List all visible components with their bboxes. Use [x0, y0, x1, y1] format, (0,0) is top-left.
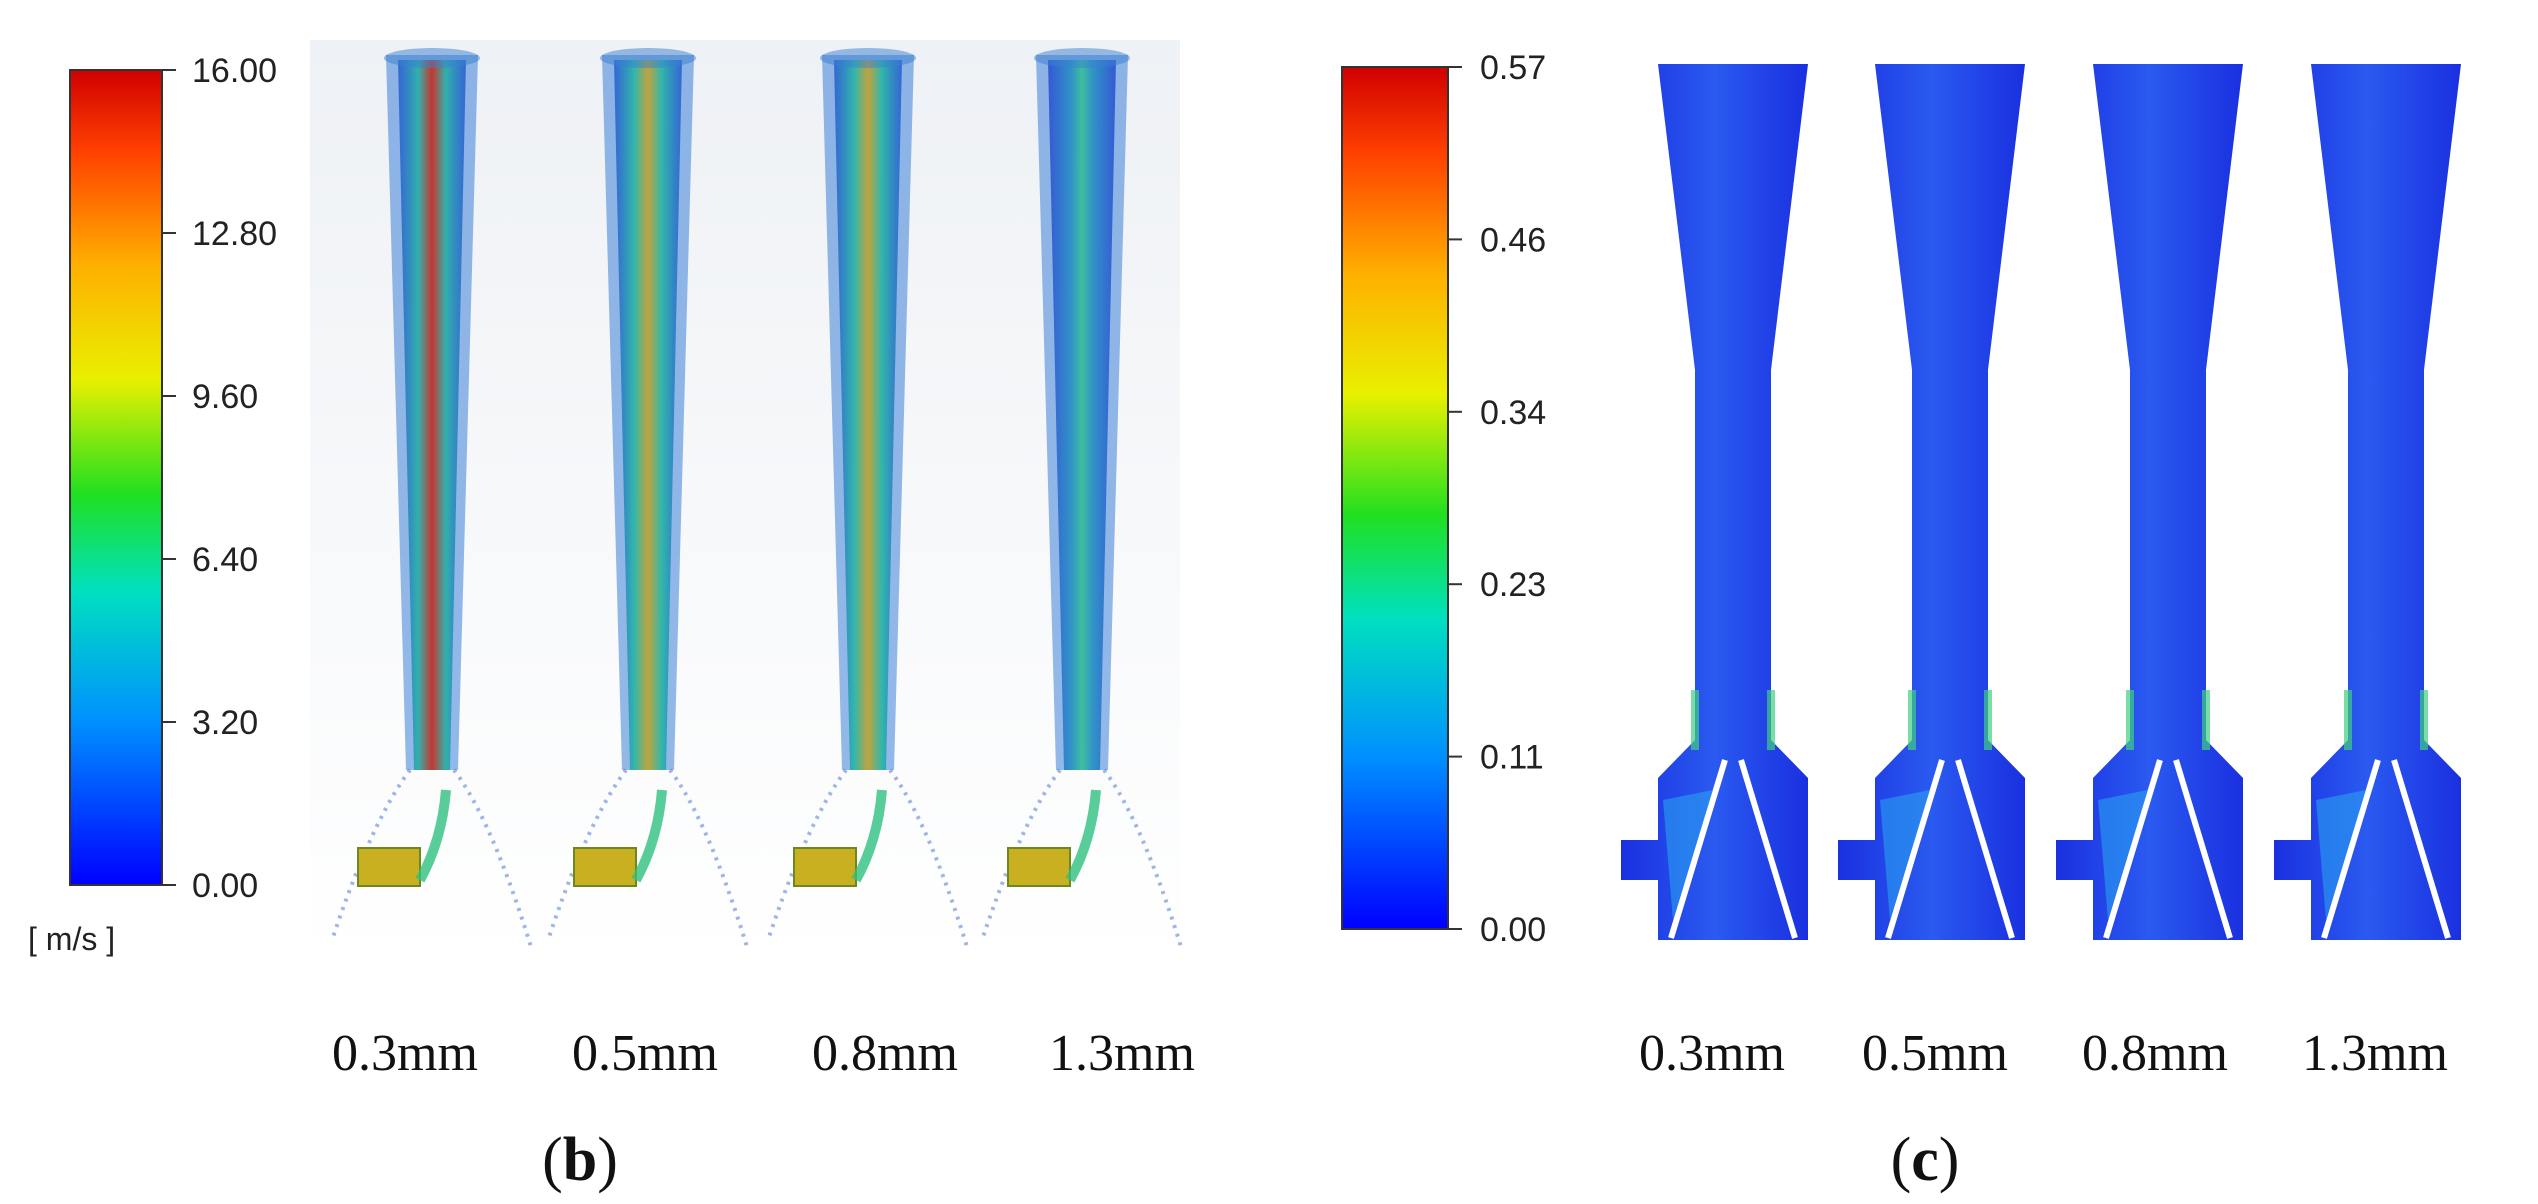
- nozzle-contour: [2274, 64, 2461, 940]
- inlet-flow-arc: [851, 789, 887, 883]
- gap-caption: 0.5mm: [572, 1025, 718, 1082]
- inner-cone-edge: [1885, 759, 2015, 939]
- nozzle-contours: [1621, 64, 2461, 940]
- gap-caption: 1.3mm: [2302, 1025, 2448, 1082]
- wall-highlight: [1767, 690, 1775, 750]
- nozzle-body: [2274, 64, 2461, 940]
- nozzle-body: [1838, 64, 2025, 940]
- jet-top-mist: [384, 48, 480, 68]
- velocity-unit-label: [ m/s ]: [28, 921, 115, 957]
- chamber-pocket: [2316, 790, 2366, 920]
- panel-b: 16.00 12.80 9.60 6.40 3.20 0.00 [ m/s ] 0.3mm…: [28, 40, 1195, 1194]
- nozzle-body: [1621, 64, 1808, 940]
- colorbar-tick-label: 0.57: [1480, 49, 1546, 87]
- nozzle-contour: [1621, 64, 1808, 940]
- wall-highlight: [1908, 690, 1916, 750]
- inlet-streamlines: [793, 847, 857, 887]
- volume-fraction-colorbar: [1341, 66, 1449, 930]
- velocity-jet: [330, 48, 534, 951]
- gap-caption: 0.5mm: [1862, 1025, 2008, 1082]
- inlet-streamlines: [357, 847, 421, 887]
- jet-spray-tail: [766, 768, 970, 951]
- wall-highlight: [2126, 690, 2134, 750]
- jet-top-mist: [820, 48, 916, 68]
- gap-caption: 0.8mm: [2082, 1025, 2228, 1082]
- colorbar-tick-label: 6.40: [192, 541, 258, 579]
- jet-core: [834, 60, 902, 770]
- jet-top-mist: [1034, 48, 1130, 68]
- gap-caption: 0.3mm: [1639, 1025, 1785, 1082]
- colorbar-tick-label: 0.11: [1480, 739, 1544, 777]
- colorbar-tick-label: 0.23: [1480, 566, 1546, 604]
- panel-b-captions: 0.3mm 0.5mm 0.8mm 1.3mm: [332, 1025, 1195, 1082]
- inner-cone-edge: [2103, 759, 2233, 939]
- panel-c-label: (c): [1891, 1126, 1960, 1194]
- inlet-streamlines: [1007, 847, 1071, 887]
- panel-c-captions: 0.3mm 0.5mm 0.8mm 1.3mm: [1639, 1025, 2448, 1082]
- colorbar-tick-label: 9.60: [192, 378, 258, 416]
- gap-caption: 0.3mm: [332, 1025, 478, 1082]
- inlet-flow-arc: [1065, 789, 1101, 883]
- colorbar-tick-label: 0.00: [192, 867, 258, 905]
- wall-highlight: [2344, 690, 2352, 750]
- inlet-flow-arc: [631, 789, 667, 883]
- wall-highlight: [2420, 690, 2428, 750]
- colorbar-tick-label: 3.20: [192, 704, 258, 742]
- velocity-colorbar: [69, 69, 163, 886]
- gap-caption: 0.8mm: [812, 1025, 958, 1082]
- nozzle-body: [2056, 64, 2243, 940]
- jet-core: [614, 60, 682, 770]
- jet-spray-tail: [980, 768, 1184, 951]
- wall-highlight: [1691, 690, 1699, 750]
- nozzle-contour: [2056, 64, 2243, 940]
- wall-highlight: [2202, 690, 2210, 750]
- inlet-streamlines: [573, 847, 637, 887]
- chamber-pocket: [2098, 790, 2148, 920]
- inlet-flow-arc: [415, 789, 451, 883]
- jet-spray-tail: [330, 768, 534, 951]
- colorbar-tick-label: 0.34: [1480, 394, 1546, 432]
- wall-highlight: [1984, 690, 1992, 750]
- velocity-jet: [546, 48, 750, 951]
- velocity-colorbar-ticks: 16.00 12.80 9.60 6.40 3.20 0.00: [162, 52, 277, 905]
- velocity-jets: [330, 48, 1184, 951]
- velocity-jet: [766, 48, 970, 951]
- inner-cone-edge: [1668, 759, 1798, 939]
- nozzle-contour: [1838, 64, 2025, 940]
- jet-core: [398, 60, 466, 770]
- chamber-pocket: [1880, 790, 1930, 920]
- colorbar-tick-label: 12.80: [192, 215, 277, 253]
- panel-b-label: (b): [542, 1126, 618, 1194]
- chamber-pocket: [1663, 790, 1713, 920]
- colorbar-tick-label: 0.00: [1480, 911, 1546, 949]
- velocity-jet: [980, 48, 1184, 951]
- gap-caption: 1.3mm: [1049, 1025, 1195, 1082]
- colorbar-tick-label: 0.46: [1480, 221, 1546, 259]
- panel-c: 0.57 0.46 0.34 0.23 0.11 0.00 0.3mm 0.5mm 0.8mm…: [1341, 49, 2461, 1194]
- jet-spray-tail: [546, 768, 750, 951]
- jet-top-mist: [600, 48, 696, 68]
- colorbar-tick-label: 16.00: [192, 52, 277, 90]
- inner-cone-edge: [2321, 759, 2451, 939]
- volume-fraction-colorbar-ticks: 0.57 0.46 0.34 0.23 0.11 0.00: [1448, 49, 1546, 949]
- jet-core: [1048, 60, 1116, 770]
